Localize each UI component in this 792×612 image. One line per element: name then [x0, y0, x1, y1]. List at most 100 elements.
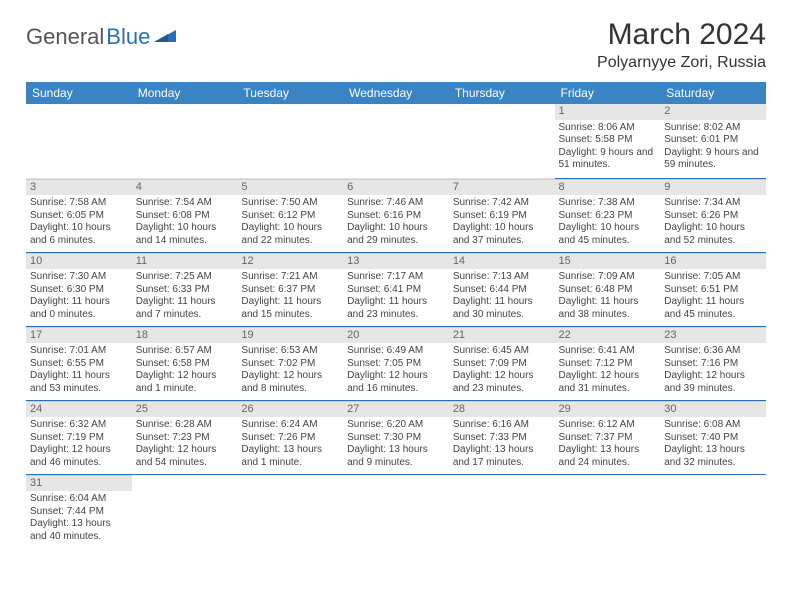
daylight-line: Daylight: 12 hours and 8 minutes. [241, 370, 339, 395]
calendar-cell: 7Sunrise: 7:42 AMSunset: 6:19 PMDaylight… [449, 178, 555, 252]
sunset-line: Sunset: 6:23 PM [559, 210, 657, 223]
flag-icon [154, 28, 180, 46]
calendar-cell: 2Sunrise: 8:02 AMSunset: 6:01 PMDaylight… [660, 104, 766, 178]
day-number: 18 [132, 327, 238, 344]
sunset-line: Sunset: 6:55 PM [30, 358, 128, 371]
day-number: 13 [343, 253, 449, 270]
sunrise-line: Sunrise: 6:53 AM [241, 345, 339, 358]
sunrise-line: Sunrise: 6:24 AM [241, 419, 339, 432]
day-number: 16 [660, 253, 766, 270]
sunset-line: Sunset: 6:26 PM [664, 210, 762, 223]
calendar-cell-empty [343, 104, 449, 178]
day-number: 2 [660, 104, 766, 120]
day-number: 27 [343, 401, 449, 418]
sunset-line: Sunset: 7:09 PM [453, 358, 551, 371]
sunrise-line: Sunrise: 6:12 AM [559, 419, 657, 432]
calendar-cell-empty [449, 474, 555, 548]
calendar-cell: 27Sunrise: 6:20 AMSunset: 7:30 PMDayligh… [343, 400, 449, 474]
daylight-line: Daylight: 13 hours and 1 minute. [241, 444, 339, 469]
day-number: 15 [555, 253, 661, 270]
sunset-line: Sunset: 6:37 PM [241, 284, 339, 297]
page-header: GeneralBlue March 2024 Polyarnyye Zori, … [26, 18, 766, 72]
sunrise-line: Sunrise: 6:16 AM [453, 419, 551, 432]
calendar-cell: 24Sunrise: 6:32 AMSunset: 7:19 PMDayligh… [26, 400, 132, 474]
day-number: 28 [449, 401, 555, 418]
sunrise-line: Sunrise: 7:50 AM [241, 197, 339, 210]
daylight-line: Daylight: 12 hours and 46 minutes. [30, 444, 128, 469]
sunrise-line: Sunrise: 6:08 AM [664, 419, 762, 432]
sunset-line: Sunset: 7:19 PM [30, 432, 128, 445]
day-number: 17 [26, 327, 132, 344]
sunset-line: Sunset: 7:30 PM [347, 432, 445, 445]
sunrise-line: Sunrise: 7:21 AM [241, 271, 339, 284]
daylight-line: Daylight: 10 hours and 52 minutes. [664, 222, 762, 247]
day-number: 23 [660, 327, 766, 344]
calendar-cell: 13Sunrise: 7:17 AMSunset: 6:41 PMDayligh… [343, 252, 449, 326]
calendar-cell: 18Sunrise: 6:57 AMSunset: 6:58 PMDayligh… [132, 326, 238, 400]
sunrise-line: Sunrise: 6:36 AM [664, 345, 762, 358]
sunset-line: Sunset: 6:08 PM [136, 210, 234, 223]
calendar-cell: 29Sunrise: 6:12 AMSunset: 7:37 PMDayligh… [555, 400, 661, 474]
brand-logo: GeneralBlue [26, 18, 180, 50]
sunrise-line: Sunrise: 7:09 AM [559, 271, 657, 284]
daylight-line: Daylight: 11 hours and 38 minutes. [559, 296, 657, 321]
sunset-line: Sunset: 7:16 PM [664, 358, 762, 371]
day-number: 6 [343, 179, 449, 196]
sunrise-line: Sunrise: 7:58 AM [30, 197, 128, 210]
sunrise-line: Sunrise: 6:20 AM [347, 419, 445, 432]
day-number: 24 [26, 401, 132, 418]
daylight-line: Daylight: 12 hours and 54 minutes. [136, 444, 234, 469]
calendar-cell-empty [237, 104, 343, 178]
daylight-line: Daylight: 12 hours and 16 minutes. [347, 370, 445, 395]
calendar-cell: 17Sunrise: 7:01 AMSunset: 6:55 PMDayligh… [26, 326, 132, 400]
sunset-line: Sunset: 7:33 PM [453, 432, 551, 445]
calendar-cell-empty [449, 104, 555, 178]
daylight-line: Daylight: 11 hours and 7 minutes. [136, 296, 234, 321]
weekday-header: Saturday [660, 82, 766, 104]
sunrise-line: Sunrise: 6:28 AM [136, 419, 234, 432]
day-number: 31 [26, 475, 132, 492]
sunset-line: Sunset: 6:19 PM [453, 210, 551, 223]
daylight-line: Daylight: 13 hours and 32 minutes. [664, 444, 762, 469]
sunrise-line: Sunrise: 8:02 AM [664, 122, 762, 135]
sunset-line: Sunset: 6:33 PM [136, 284, 234, 297]
brand-part1: General [26, 24, 104, 50]
weekday-header: Thursday [449, 82, 555, 104]
sunrise-line: Sunrise: 7:34 AM [664, 197, 762, 210]
calendar-cell-empty [660, 474, 766, 548]
sunset-line: Sunset: 6:12 PM [241, 210, 339, 223]
daylight-line: Daylight: 12 hours and 1 minute. [136, 370, 234, 395]
weekday-header: Friday [555, 82, 661, 104]
day-number: 11 [132, 253, 238, 270]
calendar-cell: 21Sunrise: 6:45 AMSunset: 7:09 PMDayligh… [449, 326, 555, 400]
day-number: 25 [132, 401, 238, 418]
calendar-cell: 5Sunrise: 7:50 AMSunset: 6:12 PMDaylight… [237, 178, 343, 252]
sunrise-line: Sunrise: 7:25 AM [136, 271, 234, 284]
daylight-line: Daylight: 12 hours and 39 minutes. [664, 370, 762, 395]
calendar-cell: 30Sunrise: 6:08 AMSunset: 7:40 PMDayligh… [660, 400, 766, 474]
calendar-cell: 20Sunrise: 6:49 AMSunset: 7:05 PMDayligh… [343, 326, 449, 400]
calendar-cell: 19Sunrise: 6:53 AMSunset: 7:02 PMDayligh… [237, 326, 343, 400]
calendar-cell: 4Sunrise: 7:54 AMSunset: 6:08 PMDaylight… [132, 178, 238, 252]
title-block: March 2024 Polyarnyye Zori, Russia [597, 18, 766, 72]
daylight-line: Daylight: 12 hours and 31 minutes. [559, 370, 657, 395]
sunset-line: Sunset: 7:23 PM [136, 432, 234, 445]
calendar-cell: 23Sunrise: 6:36 AMSunset: 7:16 PMDayligh… [660, 326, 766, 400]
calendar-cell: 9Sunrise: 7:34 AMSunset: 6:26 PMDaylight… [660, 178, 766, 252]
day-number: 3 [26, 179, 132, 196]
calendar-cell: 31Sunrise: 6:04 AMSunset: 7:44 PMDayligh… [26, 474, 132, 548]
sunset-line: Sunset: 6:30 PM [30, 284, 128, 297]
calendar-row: 1Sunrise: 8:06 AMSunset: 5:58 PMDaylight… [26, 104, 766, 178]
sunrise-line: Sunrise: 6:57 AM [136, 345, 234, 358]
daylight-line: Daylight: 13 hours and 17 minutes. [453, 444, 551, 469]
daylight-line: Daylight: 13 hours and 9 minutes. [347, 444, 445, 469]
day-number: 19 [237, 327, 343, 344]
month-title: March 2024 [597, 18, 766, 52]
day-number: 8 [555, 179, 661, 196]
day-number: 21 [449, 327, 555, 344]
calendar-cell-empty [555, 474, 661, 548]
calendar-row: 24Sunrise: 6:32 AMSunset: 7:19 PMDayligh… [26, 400, 766, 474]
calendar-cell: 10Sunrise: 7:30 AMSunset: 6:30 PMDayligh… [26, 252, 132, 326]
daylight-line: Daylight: 10 hours and 37 minutes. [453, 222, 551, 247]
day-number: 4 [132, 179, 238, 196]
